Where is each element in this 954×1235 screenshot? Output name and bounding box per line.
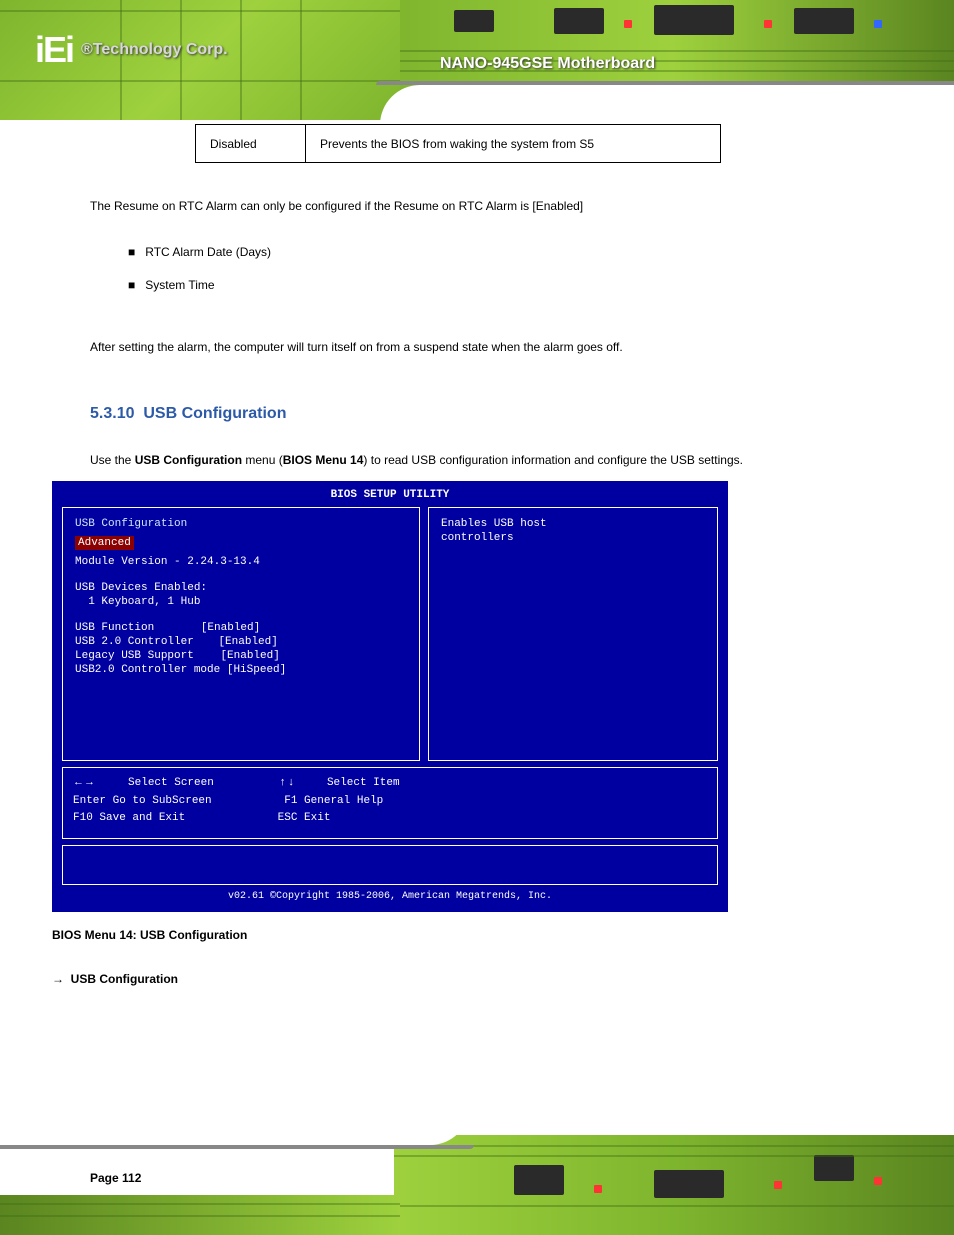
sub-heading-text: USB Configuration	[71, 972, 178, 986]
sub-heading: → USB Configuration	[52, 972, 864, 986]
paragraph-rtc-after: After setting the alarm, the computer wi…	[90, 334, 864, 362]
bios-devices-label: USB Devices Enabled:	[75, 582, 407, 594]
banner-swoosh	[380, 85, 954, 120]
bios-usb20-controller: USB 2.0 Controller [Enabled]	[75, 636, 407, 648]
product-title: NANO-945GSE Motherboard	[440, 55, 655, 73]
nav-f10: F10 Save and Exit	[73, 812, 185, 824]
list-item-rtc-date: ■ RTC Alarm Date (Days)	[128, 239, 864, 267]
footer-banner: Page 112	[0, 1105, 954, 1235]
logo-tagline: ®Technology Corp.	[81, 41, 228, 59]
section-title: USB Configuration	[143, 405, 286, 422]
logo: iEi ®Technology Corp.	[35, 30, 295, 70]
option-name-cell: Disabled	[196, 125, 306, 163]
bios-usb20-mode: USB2.0 Controller mode [HiSpeed]	[75, 664, 407, 676]
bios-module-version: Module Version - 2.24.3-13.4	[75, 556, 407, 568]
bios-copyright: v02.61 ©Copyright 1985-2006, American Me…	[52, 885, 728, 904]
bios-usb-function: USB Function [Enabled]	[75, 622, 407, 634]
pcb-texture-bottom-left	[0, 1195, 400, 1235]
nav-sel-item: Select Item	[327, 777, 400, 789]
right-arrow-icon: →	[52, 972, 64, 986]
option-desc-cell: Prevents the BIOS from waking the system…	[306, 125, 721, 163]
page-number: Page 112	[90, 1171, 141, 1185]
nav-enter: Enter Go to SubScreen	[73, 795, 212, 807]
section-number: 5.3.10	[90, 405, 134, 422]
list-label: System Time	[145, 278, 214, 292]
pcb-texture-bottom-right	[394, 1135, 954, 1235]
section-body: Use the USB Configuration menu (BIOS Men…	[90, 447, 864, 475]
paragraph-rtc-intro: The Resume on RTC Alarm can only be conf…	[90, 193, 864, 221]
list-label: RTC Alarm Date (Days)	[145, 245, 271, 259]
footer-swoosh	[0, 1105, 470, 1145]
arrows-up-down-icon: ↑ ↓	[280, 776, 294, 788]
table-row: Disabled Prevents the BIOS from waking t…	[196, 125, 721, 163]
bios-devices-value: 1 Keyboard, 1 Hub	[75, 596, 407, 608]
bios-legacy-usb: Legacy USB Support [Enabled]	[75, 650, 407, 662]
option-table: Disabled Prevents the BIOS from waking t…	[195, 124, 721, 163]
bios-hint-line: Enables USB host	[441, 518, 705, 530]
nav-f1: F1 General Help	[284, 795, 383, 807]
bios-panels: USB Configuration Advanced Module Versio…	[52, 507, 728, 761]
arrows-left-right-icon: ←→	[73, 776, 95, 788]
bios-nav-help: ←→ Select Screen ↑ ↓ Select Item Enter G…	[62, 767, 718, 839]
bios-header: BIOS SETUP UTILITY	[52, 481, 728, 507]
section-heading: 5.3.10 USB Configuration	[90, 405, 864, 423]
bios-empty-bar	[62, 845, 718, 885]
bios-selected-tab: Advanced	[75, 536, 134, 550]
bios-left-panel: USB Configuration Advanced Module Versio…	[62, 507, 420, 761]
logo-mark: iEi	[35, 29, 73, 71]
bios-screenshot: BIOS SETUP UTILITY USB Configuration Adv…	[52, 481, 728, 912]
bios-hint-line: controllers	[441, 532, 705, 544]
page-content: Disabled Prevents the BIOS from waking t…	[0, 120, 954, 986]
bios-right-panel: Enables USB host controllers	[428, 507, 718, 761]
list-item-rtc-time: ■ System Time	[128, 272, 864, 300]
bios-caption: BIOS Menu 14: USB Configuration	[52, 928, 864, 942]
bios-left-title: USB Configuration	[75, 518, 407, 530]
nav-esc: ESC Exit	[278, 812, 331, 824]
nav-sel-screen: Select Screen	[128, 777, 214, 789]
header-banner: iEi ®Technology Corp. NANO-945GSE Mother…	[0, 0, 954, 120]
